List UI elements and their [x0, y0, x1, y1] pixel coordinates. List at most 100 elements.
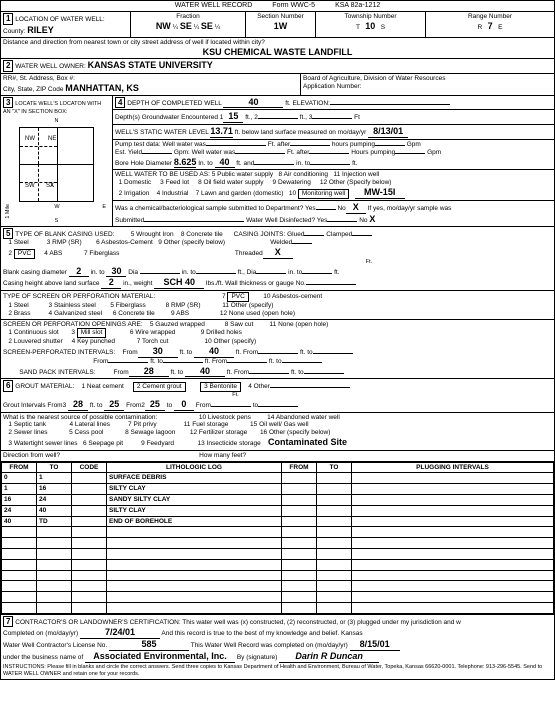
depth-label: DEPTH OF COMPLETED WELL: [127, 100, 221, 107]
rng-value: 7: [488, 21, 493, 31]
rec-date: 8/15/01: [350, 639, 400, 651]
pump-label: Pump test data: Well water was: [115, 141, 206, 148]
table-row: 116SILTY CLAY: [2, 484, 554, 495]
gi-label: Grout Intervals From3: [3, 402, 66, 409]
city-label: City, State, ZIP Code: [3, 86, 63, 93]
bus-label: under the business name of: [3, 654, 83, 661]
sp-to: 40: [194, 346, 234, 358]
sec5-num: 5: [3, 228, 13, 240]
bus-value: Associated Environmental, Inc.: [85, 651, 235, 663]
city-value: MANHATTAN, KS: [65, 83, 139, 93]
sec4-num: 4: [115, 97, 125, 109]
form-number: Form WWC-5: [272, 2, 315, 10]
swl-date: 8/13/01: [368, 126, 408, 138]
disinfect-no: X: [369, 214, 375, 224]
sec6: 6 GROUT MATERIAL: 1 Neat cement 2 Cement…: [1, 379, 554, 461]
county-label: County:: [3, 28, 25, 35]
disinfect-label: Water Well Disinfected? Yes: [246, 217, 327, 224]
ht-value: 2: [101, 277, 121, 289]
lithologic-log-table: FROM TO CODE LITHOLOGIC LOG FROM TO PLUG…: [1, 462, 554, 614]
sec7-num: 7: [3, 616, 13, 628]
fr3: SE: [201, 21, 213, 31]
water-well-form: WATER WELL RECORD Form WWC-5 KSA 82a-121…: [0, 0, 555, 680]
chem-label: Was a chemical/bacteriological sample su…: [115, 205, 316, 212]
joints-label: CASING JOINTS: Glued: [234, 231, 305, 238]
form-header: WATER WELL RECORD Form WWC-5 KSA 82a-121…: [1, 1, 554, 12]
rng-label: Range Number: [468, 13, 512, 20]
lic-label: Water Well Contractor's License No.: [3, 642, 107, 649]
comp-sfx: And this record is true to the best of m…: [161, 630, 362, 637]
section-label: Section Number: [257, 13, 304, 20]
elev-label: ft. ELEVATION:: [285, 100, 330, 107]
perf-pvc: PVC: [227, 292, 248, 302]
table-row: [2, 602, 554, 613]
sec6-num: 6: [3, 380, 13, 392]
log-h2: TO: [37, 462, 72, 473]
fraction-label: Fraction: [176, 13, 199, 20]
sp-from: 30: [138, 346, 178, 358]
wt-sfx: lbs./ft. Wall thickness or gauge No.: [206, 280, 306, 287]
section-box: NW NE SW SX: [19, 127, 94, 202]
sec1-row2: Distance and direction from nearest town…: [1, 38, 554, 60]
cement-grout: 2 Cement grout: [133, 382, 186, 392]
sec2-row: 2 WATER WELL OWNER: KANSAS STATE UNIVERS…: [1, 59, 554, 74]
twp-label: Township Number: [344, 13, 396, 20]
sec5-label: TYPE OF BLANK CASING USED:: [15, 231, 114, 238]
well-id: MW-15I: [355, 187, 405, 199]
log-h7: PLUGGING INTERVALS: [352, 462, 554, 473]
fr2: SE: [180, 21, 192, 31]
table-row: [2, 538, 554, 549]
wt-label: in., weight: [123, 280, 152, 287]
table-row: 1624SANDY SILTY CLAY: [2, 494, 554, 505]
chem-sfx: If yes, mo/day/yr sample was: [368, 205, 452, 212]
cert-text: CONTRACTOR'S OR LANDOWNER'S CERTIFICATIO…: [15, 619, 461, 626]
lic-value: 585: [109, 639, 189, 651]
comp-date: 7/24/01: [80, 627, 160, 639]
table-row: 40TDEND OF BOREHOLE: [2, 516, 554, 527]
yield-label: Est. Yield: [115, 149, 142, 156]
sec3-4: 3 LOCATE WELL'S LOCATON WITH AN "X" IN S…: [1, 96, 554, 227]
dist-label: Distance and direction from nearest town…: [3, 39, 265, 46]
addr-label: RR#, St. Address, Box #:: [3, 75, 75, 82]
chem-no: X: [346, 202, 366, 214]
sec6-label: GROUT MATERIAL:: [15, 383, 74, 390]
table-row: [2, 559, 554, 570]
dia-to: 30: [106, 266, 126, 278]
log-h1: FROM: [2, 462, 37, 473]
sec7: 7 CONTRACTOR'S OR LANDOWNER'S CERTIFICAT…: [1, 614, 554, 680]
sec2-label: WATER WELL OWNER:: [15, 63, 86, 70]
many-label: How many feet?: [199, 452, 246, 459]
sec5: 5 TYPE OF BLANK CASING USED: 5 Wrought I…: [1, 227, 554, 380]
depth-value: 40: [223, 97, 283, 109]
twp-value: 10: [365, 21, 375, 31]
bore-label: Bore Hole Diameter: [115, 160, 172, 167]
table-row: 01SURFACE DEBRIS: [2, 473, 554, 484]
gw1: 15: [223, 111, 243, 123]
sec1-row1: 1 LOCATION OF WATER WELL: County: RILEY …: [1, 12, 554, 37]
bentonite: 3 Bentonite: [200, 382, 241, 392]
swl-label: WELL'S STATIC WATER LEVEL: [115, 129, 209, 136]
sec2-addr: RR#, St. Address, Box #: City, State, ZI…: [1, 74, 554, 96]
table-row: [2, 570, 554, 581]
form-title: WATER WELL RECORD: [175, 2, 253, 10]
threaded-x: X: [263, 247, 293, 259]
sand-from: 28: [129, 366, 169, 378]
gi-to: 25: [104, 399, 124, 411]
table-row: [2, 581, 554, 592]
sand-to: 40: [185, 366, 225, 378]
sperf-label: SCREEN-PERFORATED INTERVALS:: [3, 349, 115, 356]
board-text: Board of Agriculture, Division of Water …: [303, 75, 445, 82]
sec3-num: 3: [3, 97, 13, 109]
dia-label: Blank casing diameter: [3, 269, 67, 276]
comp-label: Completed on (mo/day/yr): [3, 630, 78, 637]
perf-label: TYPE OF SCREEN OR PERFORATION MATERIAL:: [3, 293, 155, 300]
table-row: [2, 527, 554, 538]
mill-slot: Mill slot: [77, 328, 107, 338]
section-value: 1W: [274, 21, 288, 31]
county-value: RILEY: [27, 25, 54, 35]
sand-label: SAND PACK INTERVALS:: [19, 369, 95, 376]
gi-to2: 0: [174, 399, 194, 411]
sig-value: Darin R Duncan: [279, 651, 379, 663]
dir-label: Direction from well?: [3, 452, 60, 459]
ht-label: Casing height above land surface: [3, 280, 99, 287]
